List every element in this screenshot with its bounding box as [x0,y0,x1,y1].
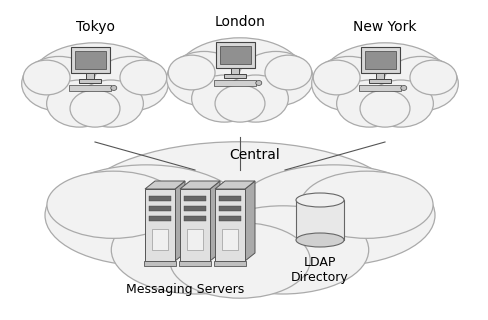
Ellipse shape [74,142,406,278]
Bar [296,200,344,240]
Bar [145,189,175,261]
Polygon shape [145,181,185,189]
Ellipse shape [47,80,112,127]
Ellipse shape [120,60,167,95]
Ellipse shape [70,90,120,127]
Ellipse shape [384,56,458,111]
Polygon shape [215,181,255,189]
Ellipse shape [265,55,312,90]
Bar [184,216,206,221]
Text: Messaging Servers: Messaging Servers [126,284,244,297]
Bar [376,73,384,79]
Polygon shape [210,181,220,261]
Bar [214,80,256,86]
Ellipse shape [215,85,265,122]
Bar [86,73,94,79]
Ellipse shape [321,43,449,117]
Bar [224,74,246,78]
Ellipse shape [23,60,70,95]
Ellipse shape [401,85,407,91]
Ellipse shape [168,55,215,90]
Bar [365,51,395,69]
Bar [184,206,206,211]
Ellipse shape [111,206,283,294]
Polygon shape [245,181,255,261]
Bar [220,46,250,64]
Bar [75,51,105,69]
Bar [231,68,239,74]
Ellipse shape [313,60,360,95]
Text: LDAP
Directory: LDAP Directory [291,256,349,284]
Ellipse shape [192,75,257,122]
Ellipse shape [296,193,344,207]
Bar [179,261,211,266]
Ellipse shape [232,165,435,266]
Ellipse shape [410,60,457,95]
Bar [149,206,171,211]
Text: Tokyo: Tokyo [76,20,115,34]
Polygon shape [180,181,220,189]
Bar [369,79,391,83]
Ellipse shape [176,38,304,112]
Bar [219,216,241,221]
Ellipse shape [312,56,386,111]
Ellipse shape [167,52,242,106]
Ellipse shape [47,171,180,238]
Bar [187,228,203,250]
Ellipse shape [296,233,344,247]
Ellipse shape [78,80,143,127]
Ellipse shape [360,90,410,127]
Bar [214,261,246,266]
Ellipse shape [256,80,262,85]
Ellipse shape [223,75,288,122]
Bar [70,47,109,73]
Bar [149,196,171,201]
Ellipse shape [170,223,310,298]
Bar [219,206,241,211]
Bar [180,189,210,261]
Bar [222,228,238,250]
Text: New York: New York [353,20,417,34]
Bar [219,196,241,201]
Polygon shape [175,181,185,261]
Bar [215,189,245,261]
Text: Central: Central [230,148,281,162]
Bar [184,196,206,201]
Ellipse shape [197,206,369,294]
Ellipse shape [301,171,433,238]
Bar [361,47,400,73]
Bar [216,42,255,68]
Ellipse shape [45,165,248,266]
Bar [152,228,168,250]
Ellipse shape [368,80,433,127]
Ellipse shape [93,56,168,111]
Bar [144,261,176,266]
Ellipse shape [239,52,313,106]
Ellipse shape [111,85,117,91]
Ellipse shape [21,56,97,111]
Bar [79,79,101,83]
Bar [149,216,171,221]
Bar [69,85,111,91]
Bar [359,85,401,91]
Text: London: London [215,15,265,29]
Ellipse shape [31,43,159,117]
Ellipse shape [337,80,402,127]
